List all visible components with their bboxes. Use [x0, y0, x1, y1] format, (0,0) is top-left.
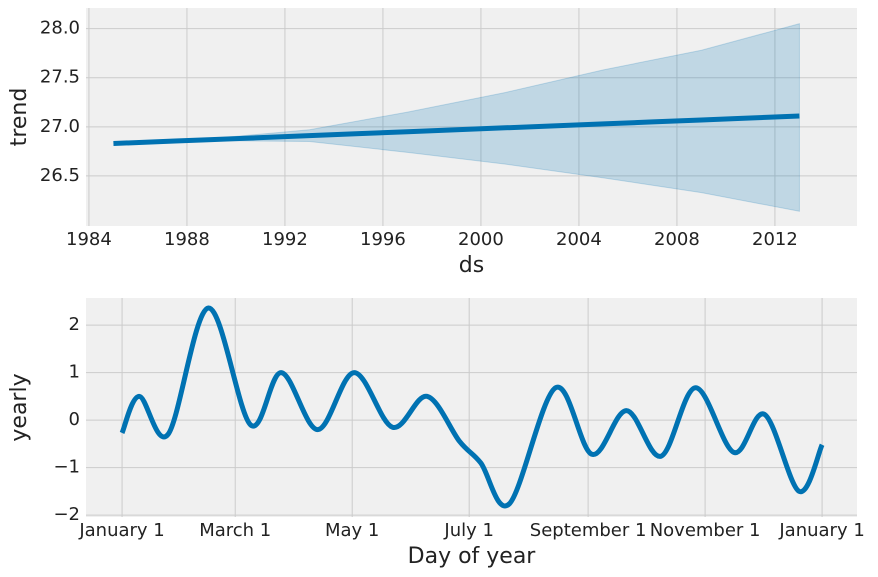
- x-tick-label: September 1: [530, 520, 647, 541]
- y-axis-label: yearly: [7, 373, 32, 441]
- line: [119, 305, 825, 509]
- x-tick-label: May 1: [325, 520, 379, 541]
- x-tick-label: 1988: [164, 229, 210, 250]
- x-tick-label: 1984: [66, 229, 112, 250]
- x-tick-label: January 1: [78, 520, 164, 541]
- x-axis-label: Day of year: [408, 544, 537, 569]
- x-axis-label: ds: [459, 253, 484, 278]
- y-tick-label: 2: [69, 314, 80, 335]
- y-tick-label: −1: [53, 457, 80, 478]
- y-axis-label: trend: [7, 88, 32, 147]
- y-tick-label: 0: [69, 409, 80, 430]
- y-tick-label: 1: [69, 362, 80, 383]
- line: [113, 113, 800, 147]
- x-tick-label: 2012: [752, 229, 798, 250]
- x-tick-label: 2000: [458, 229, 504, 250]
- y-tick-label: −2: [53, 504, 80, 525]
- x-tick-label: 1992: [262, 229, 308, 250]
- x-tick-label: 2008: [654, 229, 700, 250]
- x-tick-label: July 1: [443, 520, 494, 541]
- x-tick-label: January 1: [778, 520, 864, 541]
- plot-area: [86, 298, 857, 517]
- y-tick-label: 27.5: [40, 67, 80, 88]
- y-tick-label: 27.0: [40, 116, 80, 137]
- x-tick-label: 2004: [556, 229, 602, 250]
- x-tick-label: March 1: [199, 520, 271, 541]
- y-tick-label: 26.5: [40, 165, 80, 186]
- x-tick-label: November 1: [650, 520, 761, 541]
- x-tick-label: 1996: [360, 229, 406, 250]
- y-tick-label: 28.0: [40, 18, 80, 39]
